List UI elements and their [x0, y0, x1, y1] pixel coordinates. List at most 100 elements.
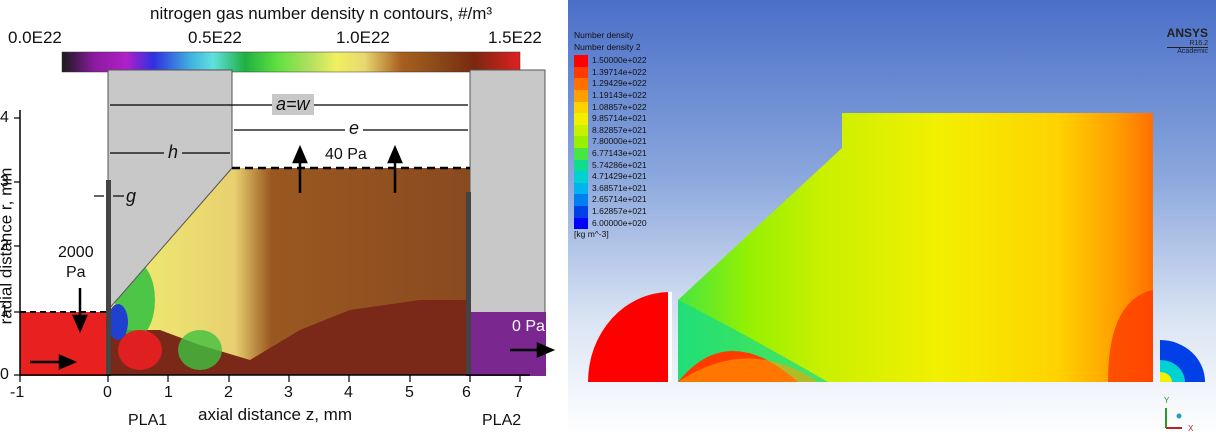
legend-value: 9.85714e+021 — [592, 113, 647, 124]
legend-value: 6.00000e+020 — [592, 217, 647, 228]
x-tick-5: 5 — [405, 384, 414, 401]
legend-entry: 6.00000e+020 — [574, 217, 647, 230]
legend-value: 6.77143e+021 — [592, 147, 647, 158]
legend-unit: [kg m^-3] — [574, 229, 609, 240]
colorbar-tick-0: 0.0E22 — [8, 28, 62, 47]
legend-entry: 1.08857e+022 — [574, 101, 647, 114]
legend-swatch — [574, 124, 588, 137]
legend-entry: 1.19143e+022 — [574, 89, 647, 102]
legend-swatch — [574, 182, 588, 195]
legend-entry: 5.74286e+021 — [574, 159, 647, 172]
axis-triad — [1165, 408, 1182, 429]
legend-title: Number density — [574, 30, 634, 40]
label-2000-pa: Pa — [66, 264, 86, 282]
y-tick-4: 4 — [0, 109, 9, 126]
legend-value: 1.62857e+021 — [592, 205, 647, 216]
ansys-inlet — [588, 292, 670, 382]
y-tick-2: 2 — [0, 237, 9, 254]
label-40pa: 40 Pa — [325, 146, 367, 163]
label-a-w: a=w — [272, 94, 314, 115]
legend-entry: 8.82857e+021 — [574, 124, 647, 137]
pla1-plate — [106, 180, 111, 376]
axis-y-label: Y — [1164, 396, 1170, 405]
legend-swatch — [574, 171, 588, 183]
legend-entry: 1.50000e+022 — [574, 55, 647, 67]
logo-version: R16.2 — [1189, 40, 1208, 47]
blue-jet-core — [108, 304, 128, 340]
legend-swatch — [574, 159, 588, 172]
legend-value: 1.39714e+022 — [592, 66, 647, 77]
legend-swatch — [574, 136, 588, 148]
contour-plot-panel: nitrogen gas number density n contours, … — [0, 0, 560, 435]
legend-value: 8.82857e+021 — [592, 124, 647, 135]
pla2-plate — [466, 192, 471, 376]
legend-value: 1.19143e+022 — [592, 89, 647, 100]
legend-value: 4.71429e+021 — [592, 171, 647, 182]
x-tick-3: 3 — [284, 384, 293, 401]
legend-entry: 7.80000e+021 — [574, 136, 647, 148]
logo-edition: Academic — [1166, 47, 1208, 55]
legend-value: 1.50000e+022 — [592, 55, 647, 66]
legend-subtitle: Number density 2 — [574, 41, 641, 52]
legend-entry: 2.65714e+021 — [574, 194, 647, 206]
legend-swatch — [574, 217, 588, 230]
legend-swatch — [574, 194, 588, 206]
colorbar-tick-1: 0.5E22 — [188, 28, 242, 47]
label-e: e — [345, 118, 364, 139]
logo-brand: ANSYS — [1166, 26, 1208, 40]
x-axis-label: axial distance z, mm — [198, 405, 352, 424]
colorbar-tick-3: 1.5E22 — [488, 28, 542, 47]
y-tick-1: 1 — [0, 303, 9, 320]
label-pla2: PLA2 — [482, 412, 522, 429]
legend-swatch — [574, 205, 588, 218]
legend-value: 3.68571e+021 — [592, 182, 647, 193]
ansys-logo: ANSYS R16.2 Academic — [1166, 26, 1208, 55]
legend-swatch — [574, 147, 588, 160]
label-g: g — [126, 186, 137, 206]
legend: Number density Number density 2 1.50000e… — [574, 30, 647, 241]
label-h: h — [164, 142, 183, 163]
legend-swatch — [574, 113, 588, 125]
x-tick-6: 6 — [462, 384, 471, 401]
legend-entry: 4.71429e+021 — [574, 171, 647, 183]
colorbar-tick-2: 1.0E22 — [336, 28, 390, 47]
legend-value: 2.65714e+021 — [592, 194, 647, 205]
x-tick-7: 7 — [514, 384, 523, 401]
legend-entry: 1.62857e+021 — [574, 205, 647, 218]
legend-value: 5.74286e+021 — [592, 159, 647, 170]
label-pla1: PLA1 — [128, 412, 168, 429]
x-tick-4: 4 — [344, 384, 353, 401]
legend-value: 1.29429e+022 — [592, 78, 647, 89]
flow-arrows — [30, 144, 556, 370]
ansys-contour-panel: Number density Number density 2 1.50000e… — [568, 0, 1216, 435]
legend-swatch — [574, 78, 588, 90]
axis-ticks — [14, 117, 521, 382]
legend-swatch — [574, 55, 588, 67]
legend-swatch — [574, 101, 588, 114]
y-tick-0: 0 — [0, 366, 9, 383]
legend-swatch — [574, 66, 588, 79]
ansys-contour-svg — [588, 113, 1205, 429]
legend-entries: 1.50000e+022 1.39714e+022 1.29429e+022 1.19… — [574, 55, 647, 230]
left-wall-plate — [470, 312, 546, 376]
legend-entry: 6.77143e+021 — [574, 147, 647, 160]
legend-value: 7.80000e+021 — [592, 136, 647, 147]
x-tick-0: 0 — [103, 384, 112, 401]
colorbar — [61, 51, 521, 73]
x-tick-1: 1 — [164, 384, 173, 401]
axis-x-label: X — [1188, 424, 1194, 433]
ansys-jet-outer — [678, 358, 818, 382]
contour-plot-svg — [14, 51, 556, 382]
label-2000: 2000 — [58, 244, 94, 262]
green-jet-2 — [178, 330, 222, 370]
y-tick-3: 3 — [0, 173, 9, 190]
colorbar-title: nitrogen gas number density n contours, … — [150, 4, 493, 23]
ansys-right-hot — [1108, 290, 1153, 382]
label-0pa: 0 Pa — [512, 318, 545, 335]
legend-entry: 1.39714e+022 — [574, 66, 647, 79]
legend-entry: 1.29429e+022 — [574, 78, 647, 90]
red-jet-core — [118, 330, 162, 370]
legend-entry: 3.68571e+021 — [574, 182, 647, 195]
ansys-domain — [678, 113, 1153, 382]
x-tick-2: 2 — [224, 384, 233, 401]
